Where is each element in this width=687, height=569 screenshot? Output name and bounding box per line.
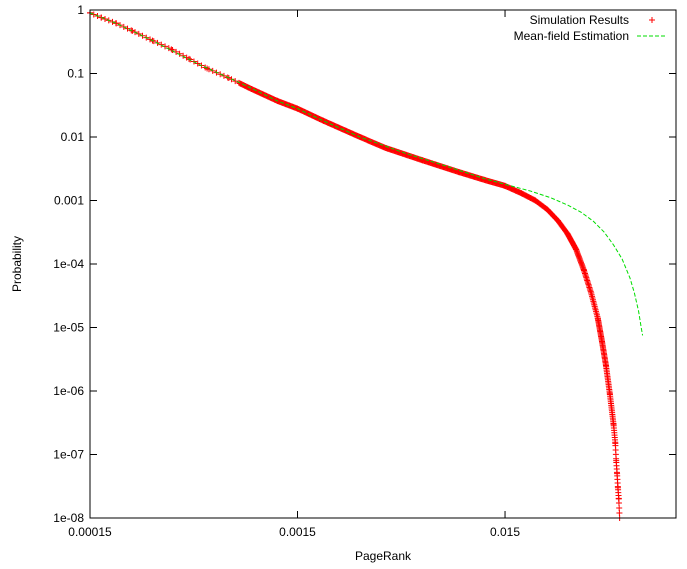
y-tick-label: 0.001 — [54, 194, 84, 208]
series-mean-field-estimation — [89, 12, 644, 336]
y-tick-label: 0.01 — [61, 130, 85, 144]
data-point — [90, 11, 97, 18]
data-point — [580, 267, 587, 274]
data-point — [129, 27, 136, 34]
data-point — [555, 217, 561, 224]
legend-swatch-marker — [649, 17, 655, 23]
data-point — [588, 289, 595, 296]
data-point — [169, 46, 176, 53]
data-point — [124, 25, 131, 32]
legend: Simulation Results Mean-field Estimation — [514, 13, 667, 43]
data-point — [612, 440, 619, 447]
data-point — [614, 484, 621, 491]
data-point — [220, 72, 227, 79]
data-point — [613, 457, 620, 464]
data-point — [610, 421, 617, 428]
data-point — [606, 390, 613, 397]
data-point — [180, 52, 187, 59]
legend-label: Mean-field Estimation — [514, 29, 629, 43]
y-tick-label: 1e-08 — [53, 511, 84, 525]
data-point — [502, 182, 509, 189]
series-layer — [87, 9, 644, 521]
data-point — [532, 197, 539, 204]
y-tick-label: 1e-04 — [53, 257, 84, 271]
data-point — [455, 169, 462, 176]
x-tick-label: 0.015 — [490, 525, 520, 539]
series-simulation-results — [87, 9, 623, 521]
data-point — [194, 60, 201, 67]
data-point — [544, 206, 551, 213]
y-tick-label: 1e-05 — [53, 321, 84, 335]
data-point — [217, 71, 224, 78]
plot-frame — [89, 9, 677, 519]
y-axis-label: Probability — [10, 236, 24, 292]
data-point — [320, 117, 327, 124]
data-point — [518, 190, 525, 197]
data-point — [573, 246, 580, 253]
y-tick-label: 1 — [77, 3, 84, 17]
ticks-layer: 10.10.010.0011e-041e-051e-061e-071e-080.… — [53, 3, 676, 539]
data-point — [481, 177, 488, 184]
y-tick-label: 1e-07 — [53, 448, 84, 462]
series-line — [89, 12, 644, 336]
data-point — [232, 78, 239, 85]
data-point — [594, 315, 601, 322]
data-point — [614, 470, 621, 477]
x-axis-label: PageRank — [355, 549, 412, 563]
x-tick-label: 0.00015 — [68, 525, 112, 539]
y-tick-label: 1e-06 — [53, 384, 84, 398]
y-tick-label: 0.1 — [67, 67, 84, 81]
data-point — [603, 362, 610, 369]
data-point — [599, 338, 606, 345]
x-tick-label: 0.0015 — [279, 525, 316, 539]
data-point — [564, 230, 571, 237]
data-point — [102, 15, 109, 22]
data-point — [615, 495, 622, 502]
data-point — [135, 30, 142, 37]
legend-label: Simulation Results — [530, 13, 629, 27]
